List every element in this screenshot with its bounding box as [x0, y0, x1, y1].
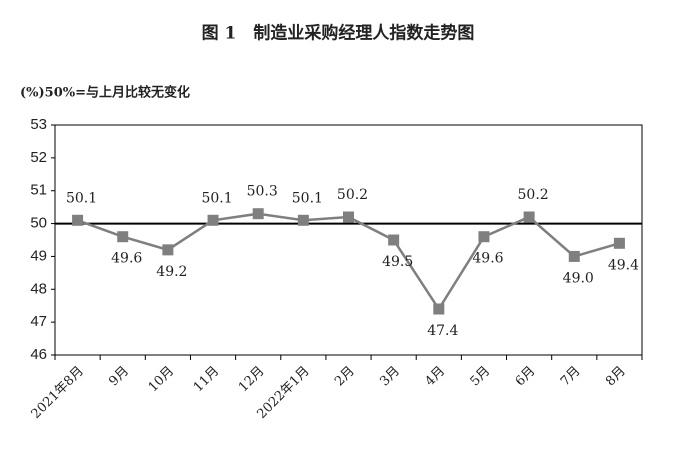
marker	[478, 231, 490, 243]
data-label: 49.4	[608, 257, 639, 273]
marker	[613, 237, 625, 249]
subtitle: (%)50%=与上月比较无变化	[20, 85, 190, 101]
data-label: 50.2	[337, 187, 368, 203]
data-label: 50.1	[292, 190, 323, 206]
marker	[523, 211, 535, 223]
data-label: 49.0	[563, 270, 594, 286]
data-label: 49.6	[472, 251, 503, 267]
marker	[162, 244, 174, 256]
y-tick-label: 50	[30, 215, 47, 232]
y-tick-label: 52	[30, 149, 47, 166]
data-label: 49.6	[111, 251, 142, 267]
y-tick-label: 47	[30, 313, 47, 330]
y-tick-label: 46	[30, 346, 47, 363]
plot-frame	[54, 124, 643, 356]
data-label: 50.1	[66, 190, 97, 206]
data-label: 49.2	[156, 264, 187, 280]
data-label: 50.3	[247, 184, 278, 200]
marker	[297, 214, 309, 226]
y-tick-label: 49	[30, 247, 47, 264]
y-tick-label: 48	[30, 280, 47, 297]
marker	[433, 303, 445, 315]
marker	[207, 214, 219, 226]
marker	[343, 211, 354, 223]
marker	[252, 208, 264, 220]
data-label: 47.4	[427, 323, 458, 339]
data-label: 50.1	[201, 190, 232, 206]
marker	[117, 231, 129, 243]
y-tick-label: 51	[30, 182, 47, 199]
y-tick-label: 53	[30, 116, 47, 133]
data-label: 50.2	[518, 187, 549, 203]
data-label: 49.5	[382, 254, 413, 270]
chart-title: 图 1 制造业采购经理人指数走势图	[202, 23, 475, 44]
marker	[568, 250, 580, 262]
marker	[388, 234, 400, 246]
marker	[72, 214, 84, 226]
